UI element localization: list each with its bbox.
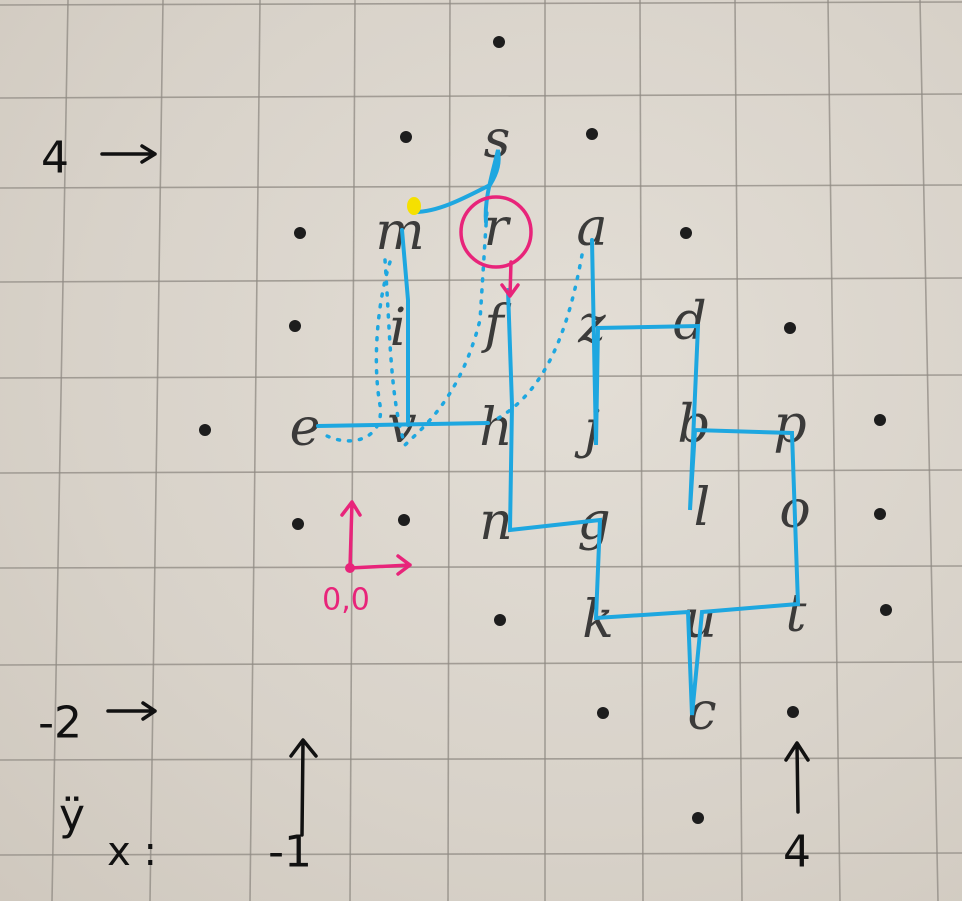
path-e-row [316,421,490,428]
dot [493,36,505,48]
letter-h: h [479,398,513,458]
up-arrow-icon [784,741,810,814]
dot [289,320,301,332]
bottom-y-marker: -2 [38,698,82,749]
top-y-marker: 4 [41,133,69,184]
dotted-path-right [493,253,584,422]
dot [787,706,799,718]
letter-l: l [694,478,711,538]
dot [400,131,412,143]
start-marker [407,197,421,215]
right-x-marker: 4 [783,827,811,878]
dot [874,508,886,520]
origin-point [345,563,355,573]
letter-t: t [786,584,807,644]
letter-n: n [479,492,513,552]
dotted-path-left [323,260,392,443]
origin-y-arrow [340,500,362,570]
axis-markers: 4 -2 ÿ x : -1 4 [38,133,811,878]
origin-label: 0,0 [322,583,370,618]
origin-x-arrow [348,554,412,576]
highlight-annotation [459,195,533,298]
dotted-path-mid [383,208,489,449]
dot [398,514,410,526]
y-axis-label: ÿ [59,790,85,841]
solid-path [316,149,801,716]
letter-d: d [673,292,706,352]
path-start-curve [413,149,501,224]
dot [692,812,704,824]
dot [880,604,892,616]
letter-r: r [484,198,512,258]
dotted-path [323,208,584,449]
dot [597,707,609,719]
origin-axes: 0,0 [322,500,412,618]
x-axis-label: x : [107,829,157,875]
letter-p: p [773,395,806,455]
dot [586,128,598,140]
grid-dots [199,36,892,824]
left-x-marker: -1 [268,827,312,878]
highlight-circle [459,195,533,269]
dot [292,518,304,530]
dot [784,322,796,334]
path-main-route [506,238,801,716]
dot [294,227,306,239]
path-m-column [400,228,410,427]
letter-i: i [390,298,407,358]
right-arrow-icon [100,144,157,164]
dot [874,414,886,426]
highlight-arrow [500,260,520,298]
dot [199,424,211,436]
letter-e: e [290,398,321,458]
dot [680,227,692,239]
right-arrow-icon [106,701,157,721]
dot [494,614,506,626]
up-arrow-icon [289,738,318,837]
